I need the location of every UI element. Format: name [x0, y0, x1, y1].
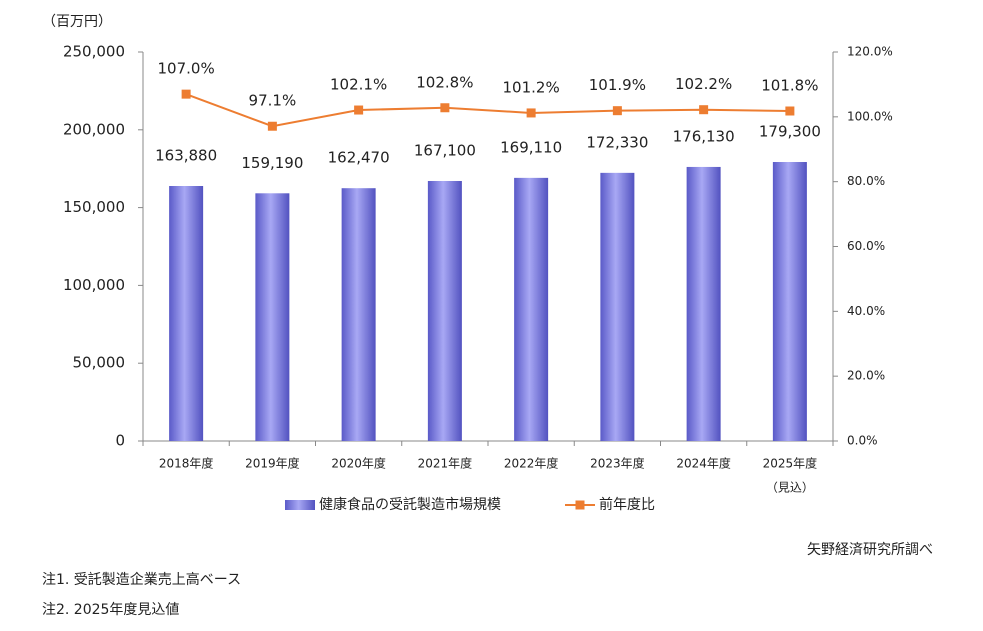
y2-tick-label: 100.0%	[847, 109, 893, 123]
line-value-label: 102.8%	[416, 73, 473, 91]
bar	[427, 180, 462, 441]
y-tick-label: 100,000	[63, 276, 125, 294]
x-tick-note: （見込）	[766, 481, 814, 495]
bar	[169, 186, 204, 441]
line-marker	[267, 121, 277, 131]
x-tick-label: 2018年度	[159, 456, 214, 471]
bar-value-label: 159,190	[241, 154, 303, 172]
note: 注1. 受託製造企業売上高ベース	[42, 571, 241, 588]
bar-value-label: 167,100	[414, 141, 476, 159]
bar-value-label: 176,130	[673, 127, 735, 145]
bar	[341, 188, 376, 441]
bar	[772, 162, 807, 441]
bar	[686, 166, 721, 442]
line-marker	[354, 105, 364, 115]
x-tick-label: 2019年度	[245, 456, 300, 471]
line-marker	[612, 106, 622, 116]
line	[185, 93, 790, 128]
x-tick-label: 2025年度	[763, 456, 818, 471]
y2-tick-label: 40.0%	[847, 304, 885, 318]
line-value-label: 97.1%	[249, 92, 297, 110]
line-marker	[440, 103, 450, 113]
bar-value-label: 172,330	[586, 133, 648, 151]
line-marker	[699, 105, 709, 115]
y-tick-label: 50,000	[73, 354, 126, 372]
line-value-label: 101.9%	[589, 76, 646, 94]
legend-swatch	[575, 500, 585, 510]
y2-tick-label: 80.0%	[847, 174, 885, 188]
legend-label: 前年度比	[599, 496, 655, 513]
line-value-label: 102.1%	[330, 76, 387, 94]
x-tick-label: 2023年度	[590, 456, 645, 471]
y-tick-label: 200,000	[63, 120, 125, 138]
bar-value-label: 179,300	[759, 123, 821, 141]
note: 注2. 2025年度見込値	[42, 602, 179, 618]
y-tick-label: 0	[115, 432, 125, 450]
x-tick-label: 2020年度	[331, 456, 386, 471]
line-value-label: 101.2%	[503, 78, 560, 96]
line-value-label: 102.2%	[675, 75, 732, 93]
bar	[514, 177, 549, 441]
y-axis-label: （百万円）	[42, 14, 112, 30]
legend-swatch	[285, 500, 315, 510]
line-value-label: 107.0%	[158, 60, 215, 78]
source: 矢野経済研究所調べ	[807, 542, 933, 558]
bar	[255, 193, 290, 441]
line-marker	[526, 108, 536, 118]
bar-value-label: 162,470	[328, 149, 390, 167]
y2-tick-label: 120.0%	[847, 45, 893, 59]
x-tick-label: 2022年度	[504, 456, 559, 471]
line-marker	[181, 89, 191, 99]
x-tick-label: 2021年度	[418, 456, 473, 471]
bar-value-label: 163,880	[155, 147, 217, 165]
legend-label: 健康食品の受託製造市場規模	[319, 496, 501, 513]
y2-tick-label: 0.0%	[847, 434, 878, 448]
y2-tick-label: 20.0%	[847, 369, 885, 383]
y-tick-label: 150,000	[63, 198, 125, 216]
bar-value-label: 169,110	[500, 138, 562, 156]
y-tick-label: 250,000	[63, 43, 125, 61]
line-marker	[785, 106, 795, 116]
bar	[600, 172, 635, 441]
x-tick-label: 2024年度	[676, 456, 731, 471]
y2-tick-label: 60.0%	[847, 239, 885, 253]
line-value-label: 101.8%	[761, 76, 818, 94]
